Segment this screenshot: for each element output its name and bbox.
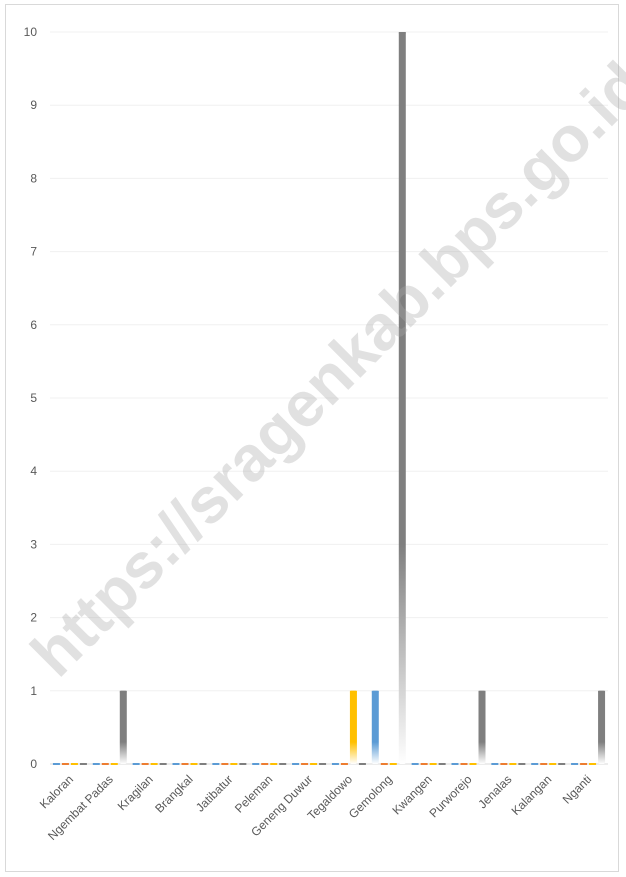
bar xyxy=(349,690,357,764)
y-axis-ticks: 0 1 2 3 4 5 6 7 8 9 10 xyxy=(24,25,38,771)
bar xyxy=(469,763,477,765)
bar xyxy=(478,690,486,764)
bar xyxy=(558,763,566,765)
x-tick-label: Kalangan xyxy=(509,772,555,818)
bar xyxy=(310,763,318,765)
bar xyxy=(340,763,348,765)
bar xyxy=(239,763,247,765)
bar-cap xyxy=(398,32,406,34)
y-tick-label: 10 xyxy=(24,25,38,39)
bar xyxy=(92,763,100,765)
y-tick-label: 5 xyxy=(30,391,37,405)
bar xyxy=(61,763,69,765)
bar xyxy=(380,763,388,765)
x-tick-label: Jenalas xyxy=(475,772,514,811)
bar xyxy=(279,763,287,765)
y-tick-label: 6 xyxy=(30,318,37,332)
x-tick-label: Kragilan xyxy=(115,772,156,813)
bar xyxy=(199,763,207,765)
bar-cap xyxy=(349,690,357,693)
bar xyxy=(70,763,78,765)
gridlines xyxy=(50,31,608,765)
bar xyxy=(150,763,158,765)
bar xyxy=(531,763,539,765)
bar xyxy=(221,763,229,765)
bar xyxy=(119,690,127,764)
bar xyxy=(110,763,118,765)
y-tick-label: 2 xyxy=(30,611,37,625)
bar xyxy=(101,763,109,765)
bar xyxy=(261,763,269,765)
x-tick-label: Brangkal xyxy=(152,772,195,815)
bar xyxy=(598,690,606,764)
x-tick-label: Purworejo xyxy=(427,772,475,820)
bar-cap xyxy=(478,690,486,693)
bar xyxy=(132,763,140,765)
bar xyxy=(540,763,548,765)
bar xyxy=(518,763,526,765)
bar xyxy=(549,763,557,765)
bars xyxy=(52,32,606,765)
x-tick-label: Jatibatur xyxy=(193,772,235,814)
y-tick-label: 4 xyxy=(30,464,37,478)
bar xyxy=(358,763,366,765)
bar xyxy=(580,763,588,765)
y-tick-label: 7 xyxy=(30,245,37,259)
bar xyxy=(319,763,327,765)
bar xyxy=(571,763,579,765)
bar-cap xyxy=(598,690,606,693)
bar xyxy=(331,763,339,765)
bar xyxy=(509,763,517,765)
bar xyxy=(159,763,167,765)
bar xyxy=(141,763,149,765)
bar xyxy=(589,763,597,765)
bar xyxy=(420,763,428,765)
bar xyxy=(491,763,499,765)
y-tick-label: 3 xyxy=(30,537,37,551)
bar xyxy=(181,763,189,765)
x-tick-label: Kaloran xyxy=(37,772,76,811)
bar xyxy=(411,763,419,765)
bar xyxy=(52,763,60,765)
bar xyxy=(212,763,220,765)
bar xyxy=(190,763,198,765)
y-tick-label: 8 xyxy=(30,171,37,185)
bar xyxy=(371,690,379,764)
y-tick-label: 9 xyxy=(30,98,37,112)
x-tick-label: Nganti xyxy=(560,772,594,806)
x-tick-label: Gemolong xyxy=(346,772,395,821)
bar xyxy=(252,763,260,765)
bar xyxy=(451,763,459,765)
bar-cap xyxy=(371,690,379,693)
bar xyxy=(301,763,309,765)
bar xyxy=(292,763,300,765)
bar xyxy=(429,763,437,765)
bar xyxy=(500,763,508,765)
bar xyxy=(389,763,397,765)
chart-frame xyxy=(5,4,619,872)
bar-cap xyxy=(119,690,127,693)
bar xyxy=(172,763,180,765)
y-tick-label: 0 xyxy=(30,757,37,771)
bar xyxy=(438,763,446,765)
bar xyxy=(460,763,468,765)
bar xyxy=(230,763,238,765)
y-tick-label: 1 xyxy=(30,684,37,698)
bar xyxy=(79,763,87,765)
bar xyxy=(398,32,406,764)
bar xyxy=(270,763,278,765)
